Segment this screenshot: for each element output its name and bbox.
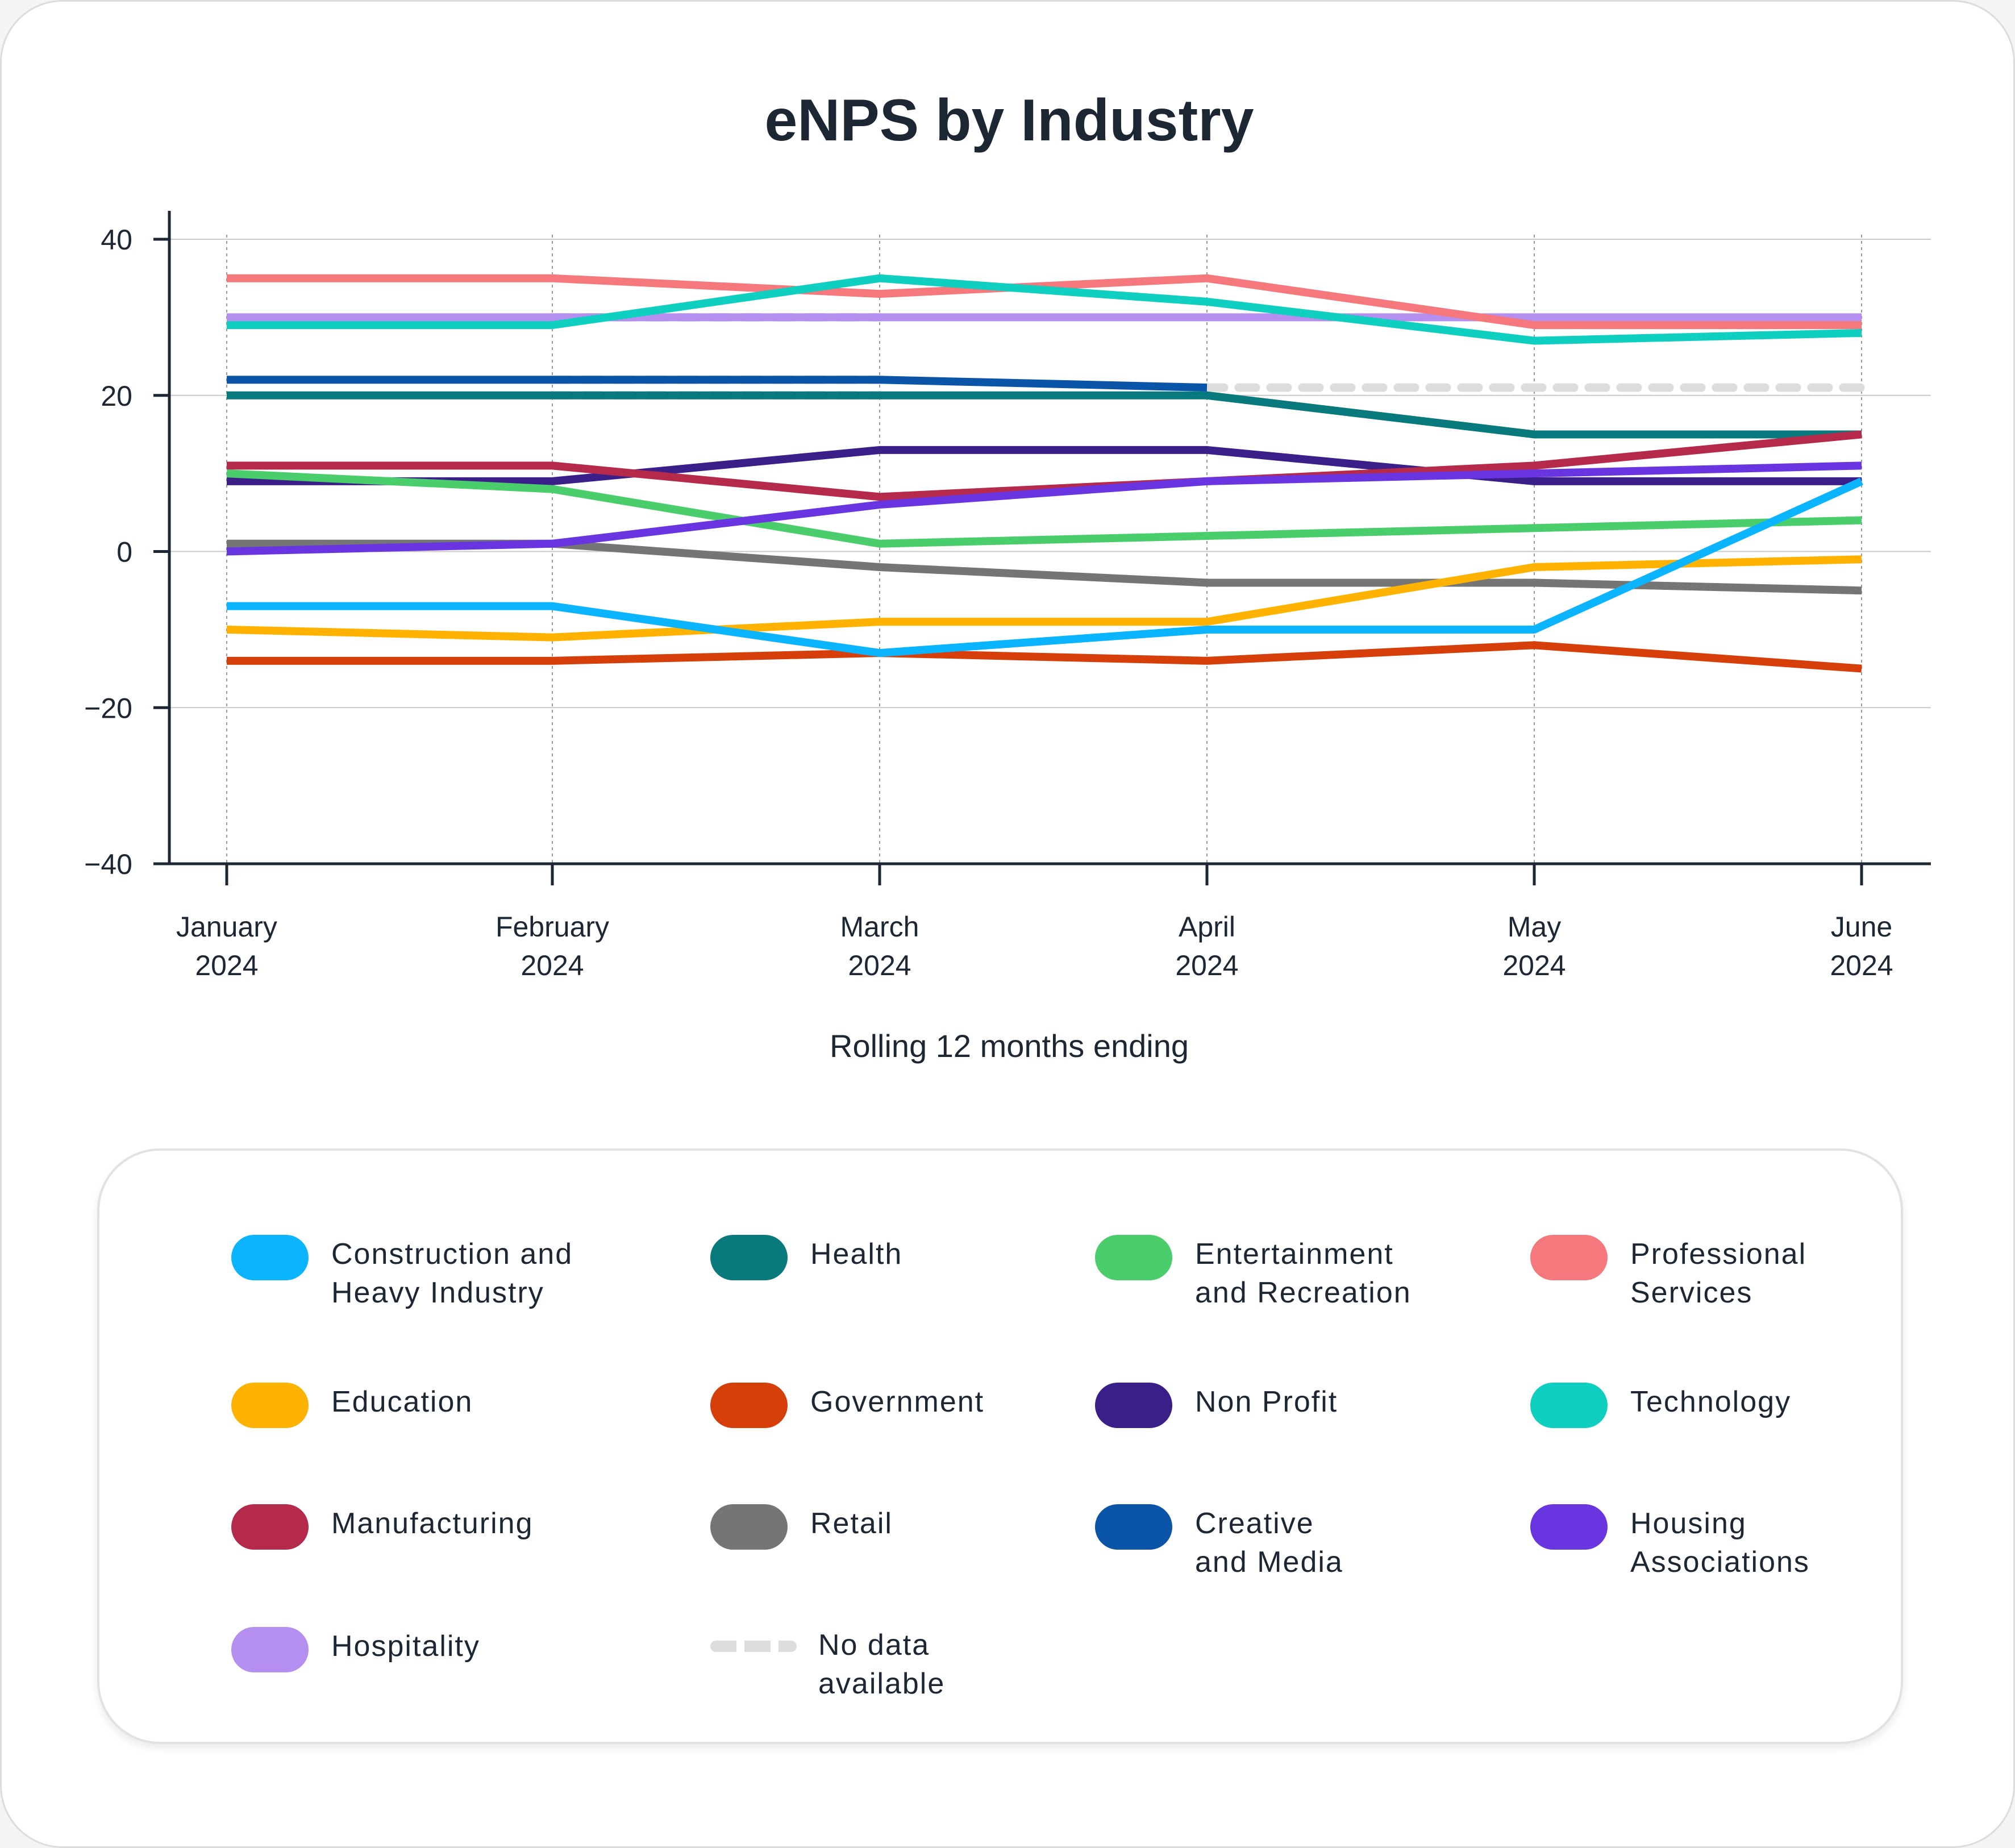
line-chart: 40 20 0 −20 −40 January 2024 February 2024 March 2… [84, 211, 1931, 981]
legend-swatch [710, 1504, 788, 1550]
x-tick-label-year: 2024 [195, 950, 258, 981]
legend-item: Entertainment and Recreation [1095, 1235, 1412, 1312]
legend-item: Creative and Media [1095, 1504, 1343, 1581]
x-tick-label-month: April [1179, 911, 1235, 943]
legend-swatch [1095, 1504, 1172, 1550]
construction-and-heavy-industry-line [227, 477, 1863, 657]
x-axis-title: Rolling 12 months ending [830, 1028, 1189, 1064]
legend-swatch [710, 1383, 788, 1428]
y-tick-label: −20 [84, 692, 132, 724]
legend-label: Technology [1630, 1385, 1792, 1418]
legend-label: Housing Associations [1630, 1507, 1810, 1579]
legend-label: Government [810, 1385, 985, 1418]
legend-swatch [1530, 1235, 1608, 1280]
legend-label: Manufacturing [331, 1507, 534, 1540]
legend-dash-swatch [710, 1641, 797, 1652]
x-tick-label-month: March [840, 911, 919, 943]
legend-item: Government [710, 1383, 984, 1428]
legend-item: Education [231, 1383, 473, 1428]
legend-swatch [1095, 1235, 1172, 1280]
legend-label: Construction and Heavy Industry [331, 1238, 573, 1309]
legend-label: Education [331, 1385, 473, 1418]
legend-item: Non Profit [1095, 1383, 1338, 1428]
non-profit-line [227, 446, 1862, 485]
legend-item: Technology [1530, 1383, 1791, 1428]
legend-swatch [1530, 1383, 1608, 1428]
y-tick-label: 20 [101, 380, 132, 412]
legend-item: Manufacturing [231, 1504, 534, 1550]
legend-swatch [231, 1504, 309, 1550]
legend-label: Retail [810, 1507, 893, 1540]
x-tick-label-year: 2024 [521, 950, 584, 981]
axes [153, 211, 1931, 885]
x-tick-label-year: 2024 [1830, 950, 1893, 981]
legend-swatch [1530, 1504, 1608, 1550]
legend-label: Health [810, 1238, 903, 1271]
x-tick-label-month: June [1831, 911, 1892, 943]
legend-label: Creative and Media [1195, 1507, 1343, 1579]
chart-title: eNPS by Industry [764, 88, 1254, 153]
y-tick-label: 0 [116, 536, 132, 568]
x-tick-label-month: February [496, 911, 609, 943]
tick-labels: 40 20 0 −20 −40 January 2024 February 2024 March 2… [84, 224, 1893, 981]
legend-item: Professional Services [1530, 1235, 1806, 1312]
legend-swatch [231, 1235, 309, 1280]
y-tick-label: −40 [84, 848, 132, 880]
legend-item-no-data: No data available [710, 1626, 945, 1703]
x-tick-label-month: May [1508, 911, 1561, 943]
legend-label: Professional Services [1630, 1238, 1807, 1309]
government-line [227, 641, 1862, 673]
legend-label: Entertainment and Recreation [1195, 1238, 1412, 1309]
legend-swatch [231, 1627, 309, 1672]
legend-label: No data available [818, 1629, 946, 1700]
legend-swatch [710, 1235, 788, 1280]
legend-item: Housing Associations [1530, 1504, 1810, 1581]
legend: Construction and Heavy Industry Health Ent… [97, 1148, 1903, 1744]
legend-swatch [1095, 1383, 1172, 1428]
housing-associations-line [226, 461, 1862, 556]
education-line [226, 555, 1862, 642]
technology-line [227, 274, 1862, 345]
legend-swatch [231, 1383, 309, 1428]
legend-item: Hospitality [231, 1627, 480, 1672]
series-lines [226, 274, 1863, 673]
legend-label: Hospitality [331, 1630, 480, 1663]
health-line [227, 391, 1862, 439]
creative-and-media-line [227, 376, 1208, 392]
x-tick-label-year: 2024 [1502, 950, 1566, 981]
x-tick-label-year: 2024 [1175, 950, 1238, 981]
legend-item: Construction and Heavy Industry [231, 1235, 573, 1312]
legend-label: Non Profit [1195, 1385, 1338, 1418]
entertainment-and-recreation-line [226, 469, 1862, 548]
y-tick-label: 40 [101, 224, 132, 256]
x-tick-label-month: January [176, 911, 277, 943]
legend-item: Retail [710, 1504, 893, 1550]
legend-item: Health [710, 1235, 902, 1280]
x-tick-label-year: 2024 [848, 950, 911, 981]
